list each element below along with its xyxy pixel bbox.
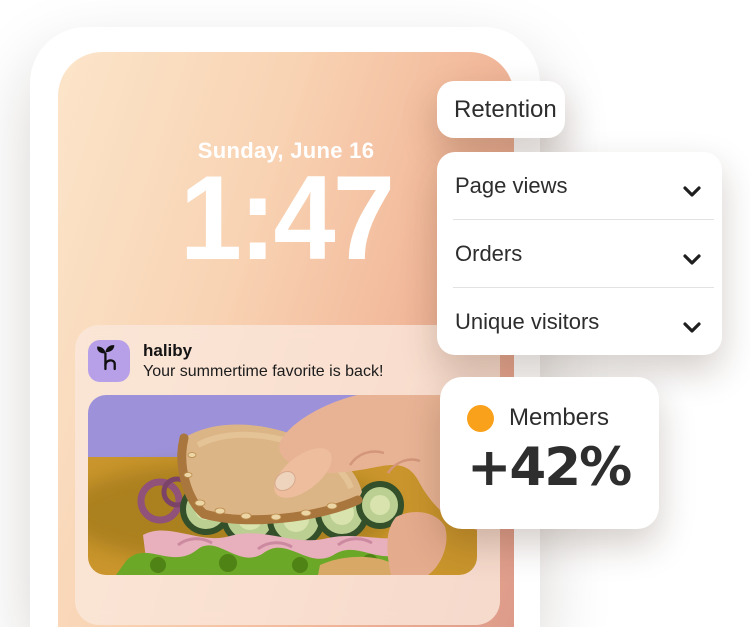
metric-option-unique-visitors[interactable]: Unique visitors bbox=[437, 288, 722, 355]
lock-screen-time: 1:47 bbox=[179, 151, 395, 285]
members-card: Members +42% bbox=[440, 377, 659, 529]
divider bbox=[453, 219, 714, 220]
lock-screen-date: Sunday, June 16 bbox=[197, 138, 375, 163]
notification-card[interactable]: haliby Your summertime favorite is back! bbox=[75, 325, 500, 625]
retention-button[interactable]: Retention bbox=[437, 81, 565, 138]
chevron-down-icon[interactable] bbox=[682, 247, 702, 265]
divider bbox=[453, 287, 714, 288]
members-label: Members bbox=[509, 404, 610, 431]
members-row: Members bbox=[467, 404, 659, 432]
chevron-down-icon[interactable] bbox=[682, 179, 702, 197]
haliby-sprout-icon bbox=[94, 344, 124, 379]
metrics-dropdown-card: Page views Orders Unique visitors bbox=[437, 152, 722, 355]
chevron-down-icon[interactable] bbox=[682, 315, 702, 333]
members-value: +42% bbox=[467, 437, 632, 498]
notification-app-name: haliby bbox=[143, 340, 193, 360]
metric-option-label: Orders bbox=[455, 240, 523, 266]
metric-option-page-views[interactable]: Page views bbox=[437, 152, 722, 219]
metric-option-label: Unique visitors bbox=[455, 308, 600, 334]
metric-option-label: Page views bbox=[455, 172, 568, 198]
notification-header: haliby Your summertime favorite is back! bbox=[88, 339, 487, 383]
retention-label: Retention bbox=[454, 95, 557, 123]
orange-dot-icon bbox=[467, 404, 494, 432]
haliby-app-icon bbox=[88, 340, 130, 382]
metric-option-orders[interactable]: Orders bbox=[437, 220, 722, 287]
sandwich-photo bbox=[88, 395, 477, 575]
notification-message: Your summertime favorite is back! bbox=[143, 363, 384, 381]
notification-texts: haliby Your summertime favorite is back! bbox=[143, 340, 383, 382]
